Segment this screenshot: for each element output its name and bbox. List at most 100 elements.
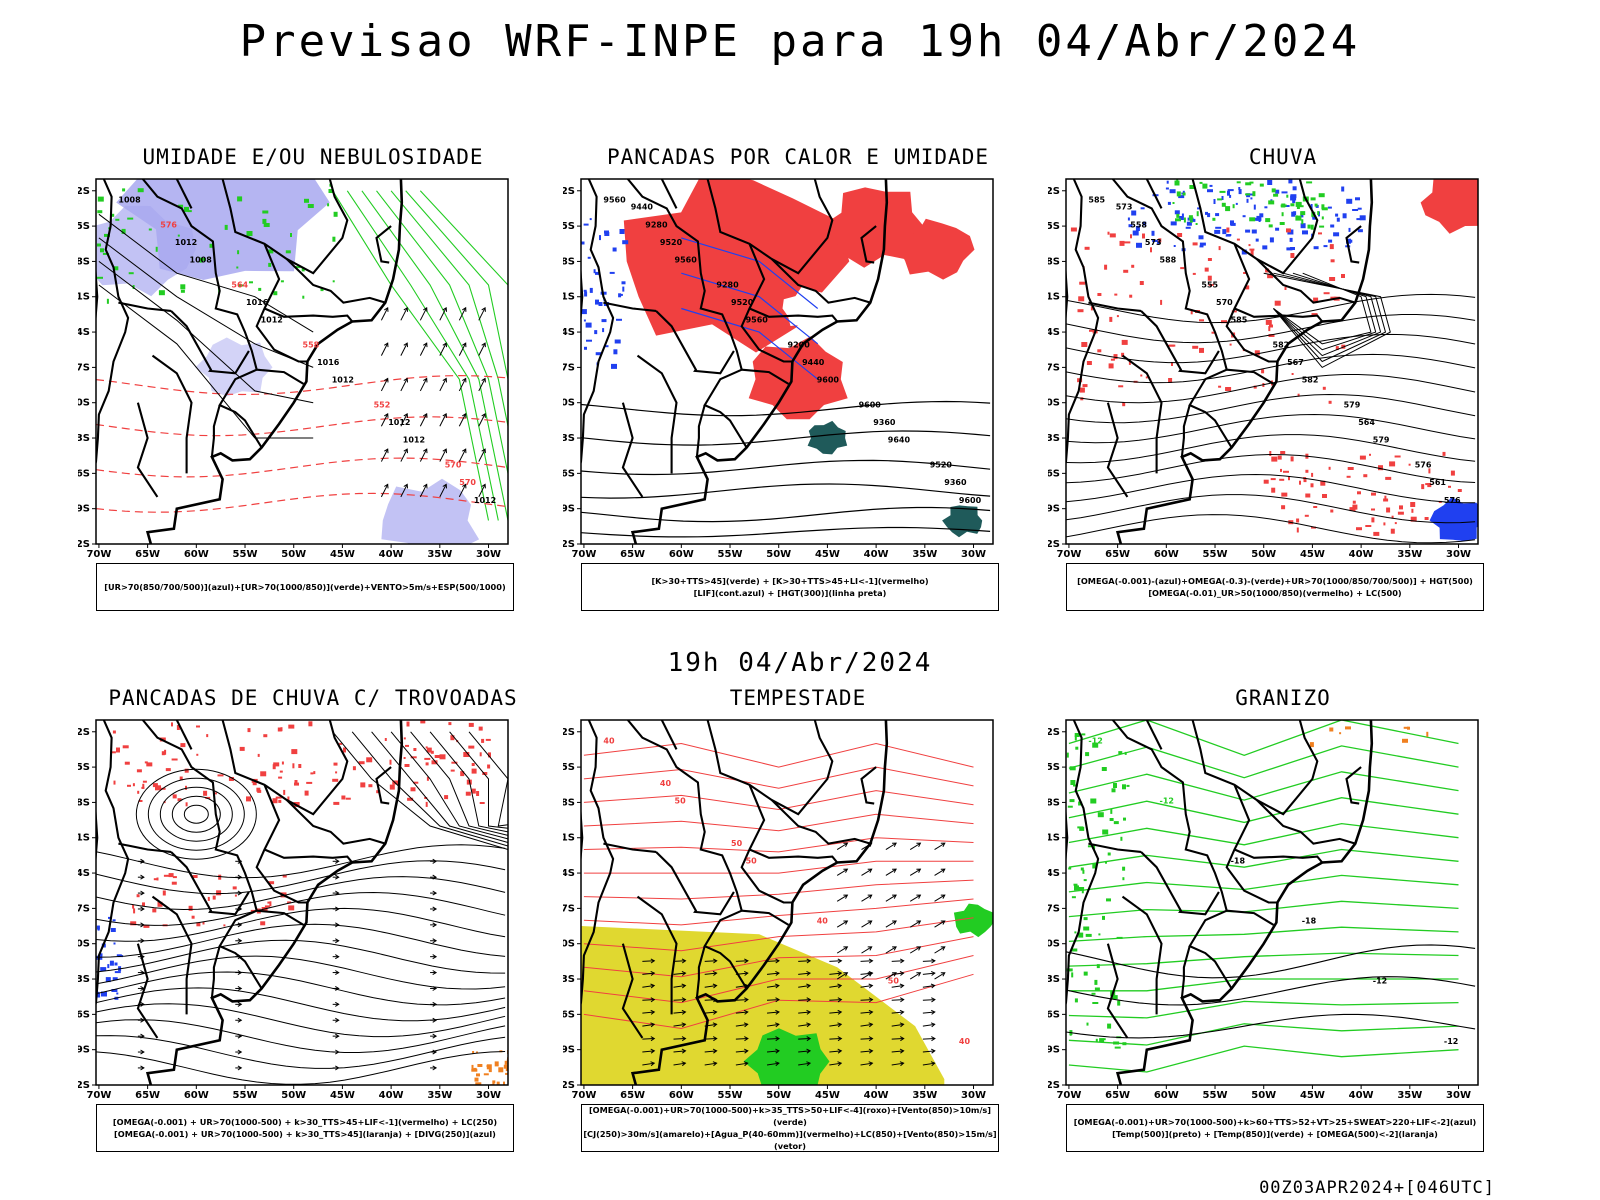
contour-label: 576	[1415, 461, 1432, 470]
longitude-label: 65W	[1105, 549, 1130, 560]
panel-title: GRANIZO	[1235, 686, 1331, 710]
longitude-label: 50W	[281, 549, 306, 560]
contour-label: 1016	[317, 358, 340, 367]
contour-label: 9640	[888, 436, 911, 445]
panel-legend: [K>30+TTS>45](verde) + [K>30+TTS>45+LI<-…	[581, 563, 999, 611]
longitude-label: 55W	[1203, 1090, 1228, 1101]
latitude-label: 42S	[563, 539, 575, 550]
latitude-label: 30S	[1048, 398, 1060, 409]
longitude-label: 55W	[1203, 549, 1228, 560]
latitude-label: 21S	[78, 833, 90, 844]
longitude-label: 30W	[961, 1090, 986, 1101]
latitude-label: 27S	[563, 362, 575, 373]
coastlines-borders	[1066, 720, 1374, 1085]
panel-title: PANCADAS DE CHUVA C/ TROVOADAS	[108, 686, 518, 710]
contour-label: 579	[1344, 400, 1361, 409]
latitude-label: 42S	[1048, 539, 1060, 550]
contour-label: 9560	[603, 196, 626, 205]
legend-line: [LIF](cont.azul) + [HGT(300)](linha pret…	[693, 588, 887, 598]
legend-line: [OMEGA(-0.001)-(azul)+OMEGA(-0.3)-(verde…	[1077, 576, 1473, 586]
latitude-label: 36S	[1048, 1009, 1060, 1020]
longitude-label: 55W	[718, 549, 743, 560]
latitude-label: 15S	[78, 221, 90, 232]
latitude-label: 33S	[1048, 433, 1060, 444]
latitude-label: 30S	[1048, 939, 1060, 950]
longitude-label: 30W	[476, 1090, 501, 1101]
contour-label: 9360	[944, 478, 967, 487]
coastlines-borders	[581, 179, 889, 544]
contour-label: 558	[303, 340, 320, 349]
contour-label: -12	[1160, 797, 1174, 806]
latitude-label: 18S	[1048, 797, 1060, 808]
longitude-label: 70W	[1056, 1090, 1081, 1101]
longitude-label: 35W	[912, 549, 937, 560]
longitude-label: 40W	[864, 1090, 889, 1101]
contour-label: 585	[1231, 316, 1248, 325]
latitude-label: 12S	[563, 727, 575, 738]
longitude-label: 55W	[718, 1090, 743, 1101]
contour-label: 9200	[788, 340, 811, 349]
middle-date: 19h 04/Abr/2024	[667, 648, 933, 678]
latitude-label: 30S	[78, 939, 90, 950]
contour-label: 570	[459, 478, 476, 487]
longitude-label: 35W	[427, 549, 452, 560]
longitude-label: 60W	[669, 1090, 694, 1101]
contour-label: 9280	[645, 220, 668, 229]
forecast-map: 585 588 585 582 579 576 573 570 567 564 561 558 555 5…	[1048, 178, 1479, 560]
contour-label: 9360	[873, 418, 896, 427]
longitude-label: 70W	[1056, 549, 1081, 560]
longitude-label: 35W	[1397, 1090, 1422, 1101]
longitude-label: 30W	[476, 549, 501, 560]
contour-label: 588	[1160, 256, 1177, 265]
latitude-label: 27S	[1048, 362, 1060, 373]
panel-chuva: CHUVA 585 588 585 582 579 576 573 570 567 564 561 55…	[1048, 145, 1518, 615]
latitude-label: 36S	[78, 1009, 90, 1020]
latitude-label: 15S	[563, 762, 575, 773]
map-field-layer: 1008 1008 1012 1012 1012 1012 1012 1016 1016 1012…	[96, 179, 508, 544]
coastlines-borders	[96, 720, 404, 1085]
contour-label: 555	[1201, 280, 1218, 289]
contour-label: 561	[1429, 478, 1446, 487]
latitude-label: 12S	[563, 186, 575, 197]
longitude-label: 50W	[1251, 1090, 1276, 1101]
contour-label: 1008	[190, 256, 213, 265]
contour-label: 1012	[388, 418, 410, 427]
contour-label: 576	[1444, 496, 1461, 505]
latitude-label: 24S	[1048, 327, 1060, 338]
longitude-label: 35W	[1397, 549, 1422, 560]
latitude-label: 33S	[563, 974, 575, 985]
panel-title: PANCADAS POR CALOR E UMIDADE	[606, 145, 989, 169]
coastlines-borders	[96, 179, 404, 544]
contour-label: 582	[1273, 340, 1290, 349]
latitude-label: 42S	[78, 539, 90, 550]
contour-label: 582	[1302, 376, 1319, 385]
longitude-label: 35W	[427, 1090, 452, 1101]
contour-label: 552	[374, 400, 391, 409]
contour-label: 9560	[746, 316, 769, 325]
contour-label: 558	[1130, 220, 1147, 229]
longitude-label: 70W	[571, 1090, 596, 1101]
coastlines-borders	[581, 720, 889, 1085]
contour-label: -12	[1373, 977, 1387, 986]
longitude-label: 70W	[86, 549, 111, 560]
latitude-label: 24S	[78, 327, 90, 338]
latitude-label: 21S	[563, 292, 575, 303]
contour-label: 9560	[675, 256, 698, 265]
latitude-label: 39S	[1048, 1045, 1060, 1056]
latitude-label: 21S	[1048, 833, 1060, 844]
contour-label: 50	[731, 839, 743, 848]
legend-line: [OMEGA(-0.001)+UR>70(1000-500)+k>35_TTS>…	[588, 1105, 992, 1127]
latitude-label: 33S	[1048, 974, 1060, 985]
latitude-label: 27S	[1048, 903, 1060, 914]
coastlines-borders	[1066, 179, 1374, 544]
panel-title: UMIDADE E/OU NEBULOSIDADE	[142, 145, 484, 169]
forecast-map: 9560 9560 9560 9600 9640 9600 9520 9520 9440 9360…	[563, 178, 994, 560]
contour-label: 1008	[118, 196, 141, 205]
forecast-map: 12S 15S 18S 21S 24S 27S 30S 33S 36S 39S 42S70W 65W 6…	[78, 719, 509, 1101]
latitude-label: 18S	[563, 797, 575, 808]
longitude-label: 55W	[233, 549, 258, 560]
longitude-label: 40W	[379, 549, 404, 560]
latitude-label: 33S	[78, 433, 90, 444]
longitude-label: 55W	[233, 1090, 258, 1101]
contour-label: 40	[959, 1037, 971, 1046]
